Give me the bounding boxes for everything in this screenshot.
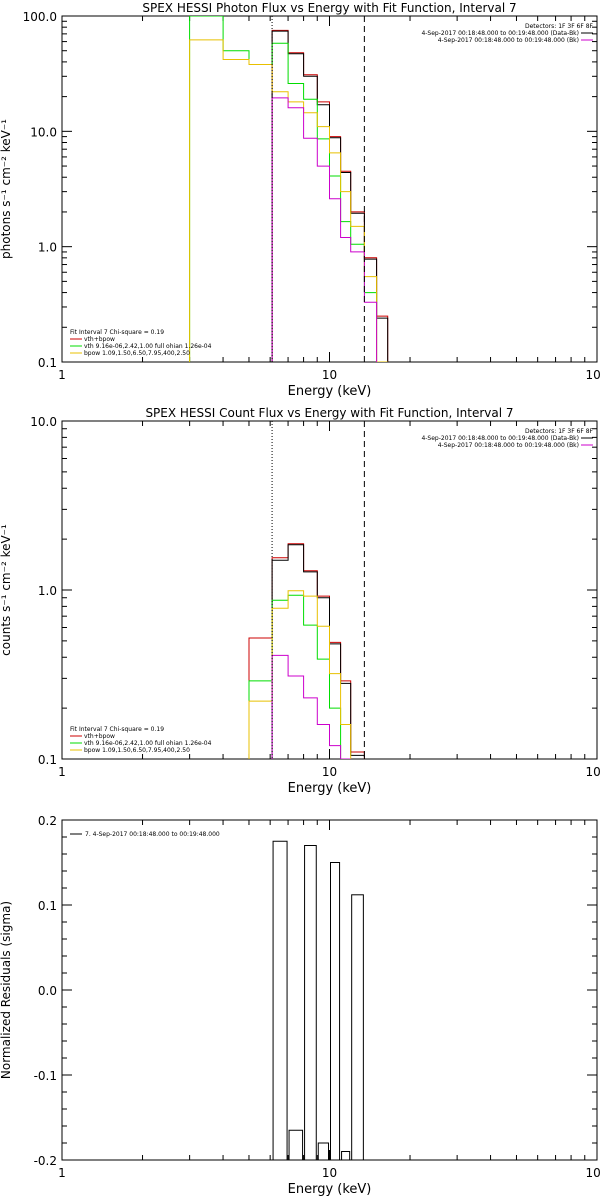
y-tick-label: 0.1: [38, 899, 57, 913]
series-bpow-line: [248, 590, 352, 759]
y-axis-label: counts s⁻¹ cm⁻² keV⁻¹: [0, 524, 13, 656]
y-tick-label: -0.2: [34, 1154, 57, 1168]
residual-legend: 7. 4-Sep-2017 00:18:48.000 to 00:19:48.0…: [85, 831, 220, 838]
legend-topright-entry: 4-Sep-2017 00:18:48.000 to 00:19:48.000 …: [438, 37, 579, 44]
legend-bottomleft-entry: vth+bpow: [84, 733, 115, 740]
series-data-line: [271, 30, 389, 362]
legend-bottomleft-entry: bpow 1.09,1.50,6.50,7.95,400,2.50: [84, 747, 190, 754]
series-vth-line: [248, 594, 351, 759]
series-bk-line: [271, 654, 351, 759]
legend-bottomleft-entry: vth 9.16e-06,2.42,1.00 full ohian 1.26e-…: [84, 740, 212, 747]
residual-bar: [288, 1129, 304, 1161]
legend-topright-entry: Detectors: 1F 3F 6F 8F: [525, 23, 594, 30]
x-tick-label: 1: [58, 368, 66, 382]
y-tick-label: 0.1: [38, 356, 57, 370]
plot-frame-3: [61, 819, 598, 1161]
y-tick-label: 100.0: [23, 10, 57, 24]
legend-bottomleft-entry: vth 9.16e-06,2.42,1.00 full ohian 1.26e-…: [84, 343, 212, 350]
legend-bottomleft-entry: bpow 1.09,1.50,6.50,7.95,400,2.50: [84, 350, 190, 357]
y-tick-label: 10.0: [30, 125, 57, 139]
legend-bottomleft-entry: Fit Interval 7 Chi-square = 0.19: [70, 329, 164, 336]
residual-bar: [272, 840, 288, 1161]
y-axis-label: photons s⁻¹ cm⁻² keV⁻¹: [0, 119, 13, 259]
chart-title: SPEX HESSI Photon Flux vs Energy with Fi…: [142, 1, 516, 15]
series-vthbpow-line: [271, 29, 389, 362]
residual-bar: [351, 894, 364, 1161]
x-tick-label: 1: [58, 765, 66, 779]
residual-bar: [330, 862, 341, 1161]
legend-topright-entry: 4-Sep-2017 00:18:48.000 to 00:19:48.000 …: [438, 442, 579, 449]
legend-bottomleft-entry: vth+bpow: [84, 336, 115, 343]
x-tick-label: 100: [586, 765, 600, 779]
series-bk-line: [271, 97, 378, 362]
y-axis-label: Normalized Residuals (sigma): [0, 901, 13, 1079]
residual-bar: [304, 845, 317, 1161]
residual-bar: [317, 1142, 329, 1161]
series-bpow-line: [189, 39, 388, 362]
x-tick-label: 100: [586, 1166, 600, 1180]
residual-bar: [341, 1151, 351, 1161]
y-tick-label: 1.0: [38, 584, 57, 598]
legend-topright-entry: 4-Sep-2017 00:18:48.000 to 00:19:48.000 …: [421, 435, 579, 442]
y-tick-label: 10.0: [30, 415, 57, 429]
y-tick-label: 0.1: [38, 753, 57, 767]
legend-topright-entry: 4-Sep-2017 00:18:48.000 to 00:19:48.000 …: [421, 30, 579, 37]
x-tick-label: 100: [586, 368, 600, 382]
x-tick-label: 10: [322, 765, 337, 779]
x-tick-label: 10: [322, 1166, 337, 1180]
x-axis-label: Energy (keV): [288, 1182, 372, 1197]
x-tick-label: 10: [322, 368, 337, 382]
panel-2: [61, 420, 598, 760]
x-axis-label: Energy (keV): [288, 384, 372, 399]
y-tick-label: 1.0: [38, 241, 57, 255]
y-tick-label: -0.1: [34, 1069, 57, 1083]
legend-bottomleft-entry: Fit Interval 7 Chi-square = 0.19: [70, 726, 164, 733]
x-axis-label: Energy (keV): [288, 781, 372, 796]
series-vthbpow-line: [248, 543, 365, 759]
y-tick-label: 0.2: [38, 814, 57, 828]
panel-3: [61, 819, 598, 1161]
series-vth-line: [189, 16, 378, 362]
series-data-line: [271, 544, 365, 759]
panel-1: [61, 15, 598, 363]
legend-topright-entry: Detectors: 1F 3F 6F 8F: [525, 428, 594, 435]
y-tick-label: 0.0: [38, 984, 57, 998]
chart-title: SPEX HESSI Count Flux vs Energy with Fit…: [145, 406, 513, 420]
x-tick-label: 1: [58, 1166, 66, 1180]
